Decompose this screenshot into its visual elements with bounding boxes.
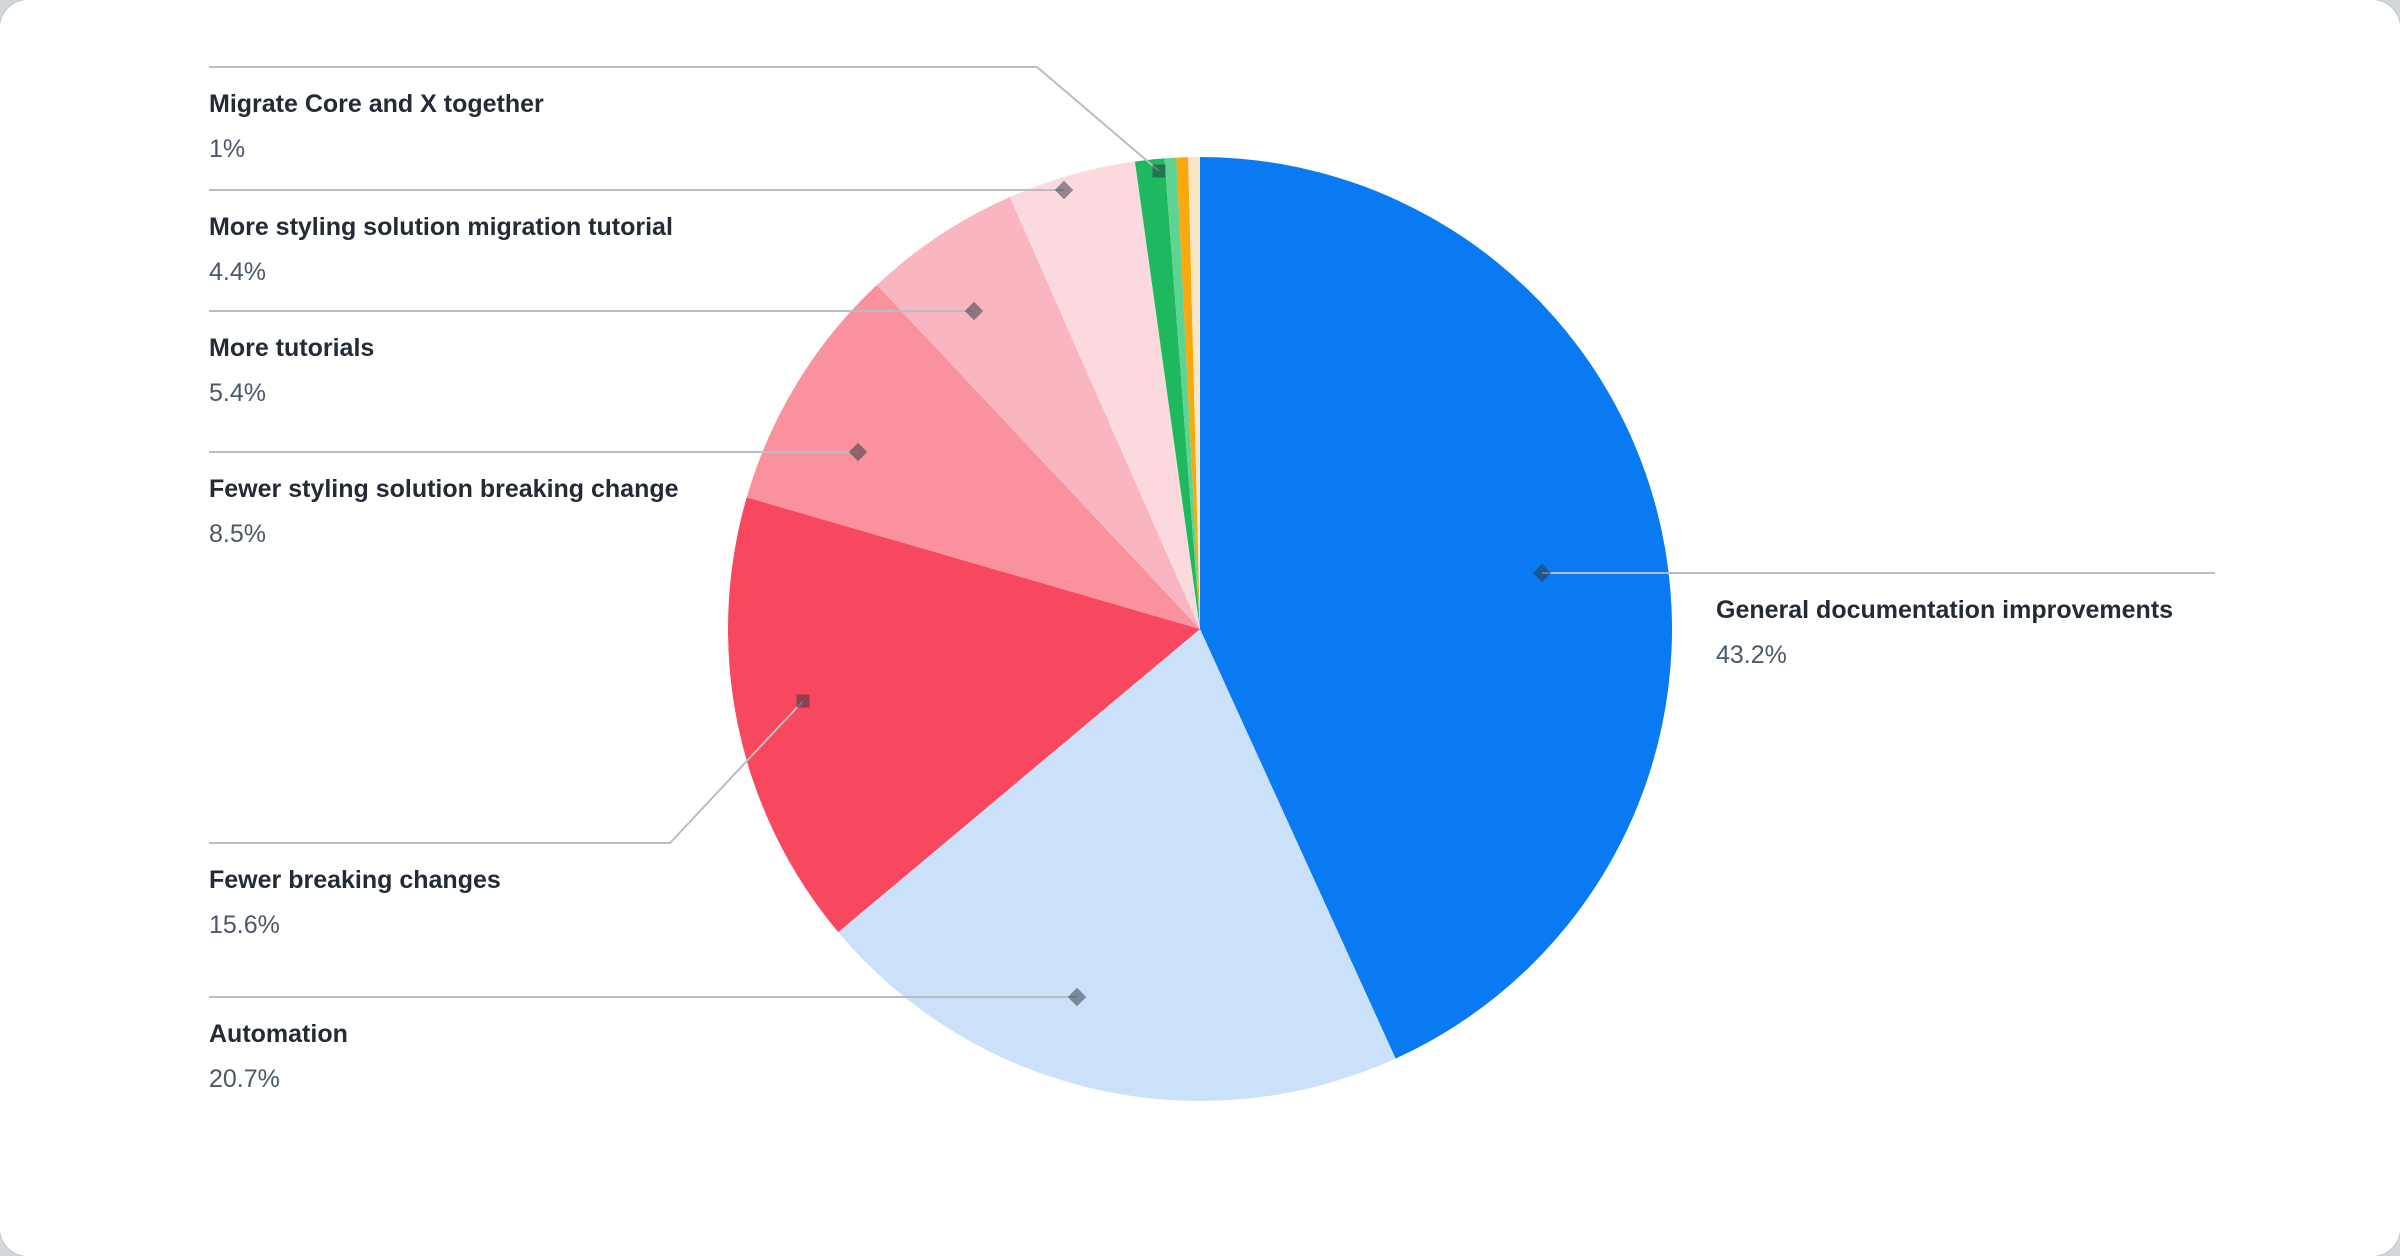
pie-slice-more-tutorials[interactable] <box>876 197 1200 629</box>
callout-markers-group <box>796 164 1552 1007</box>
pie-slices-group <box>728 157 1673 1101</box>
square-marker-icon-fewer-breaking-changes <box>796 694 810 708</box>
pie-slice-unlabeled-8[interactable] <box>1176 157 1200 629</box>
callout-label-automation: Automation <box>209 1020 348 1048</box>
pie-slice-general-documentation-improvements[interactable] <box>1200 157 1673 1059</box>
callout-percent-more-styling-solution-migration-tutorial: 4.4% <box>209 258 266 286</box>
callout-label-more-tutorials: More tutorials <box>209 334 374 362</box>
pie-slice-more-styling-solution-migration-tutorial[interactable] <box>1009 161 1200 630</box>
callout-label-migrate-core-and-x-together: Migrate Core and X together <box>209 90 544 118</box>
callout-label-more-styling-solution-migration-tutorial: More styling solution migration tutorial <box>209 213 673 241</box>
diamond-marker-icon-fewer-styling-solution-breaking-change <box>848 442 868 462</box>
pie-slice-automation[interactable] <box>838 629 1396 1101</box>
pie-slice-fewer-breaking-changes[interactable] <box>728 497 1200 933</box>
pie-slice-fewer-styling-solution-breaking-change[interactable] <box>746 284 1200 629</box>
callout-percent-migrate-core-and-x-together: 1% <box>209 135 245 163</box>
callout-label-fewer-breaking-changes: Fewer breaking changes <box>209 866 501 894</box>
callout-percent-fewer-breaking-changes: 15.6% <box>209 911 280 939</box>
leader-line-migrate-core-and-x-together <box>209 66 1160 172</box>
callout-label-general-documentation-improvements: General documentation improvements <box>1716 596 2173 624</box>
callout-label-fewer-styling-solution-breaking-change: Fewer styling solution breaking change <box>209 475 679 503</box>
square-marker-icon-migrate-core-and-x-together <box>1152 164 1166 178</box>
leader-line-fewer-breaking-changes <box>209 700 804 844</box>
pie-slice-unlabeled-7[interactable] <box>1164 157 1200 629</box>
pie-slice-unlabeled-9[interactable] <box>1188 157 1200 629</box>
callout-labels-group: Migrate Core and X together 1% More stylin… <box>209 90 2173 1093</box>
diamond-marker-icon-general-documentation-improvements <box>1532 563 1552 583</box>
diamond-marker-icon-more-styling-solution-migration-tutorial <box>1054 180 1074 200</box>
leader-lines-group <box>209 66 2215 998</box>
callout-percent-fewer-styling-solution-breaking-change: 8.5% <box>209 520 266 548</box>
callout-percent-automation: 20.7% <box>209 1065 280 1093</box>
callout-percent-general-documentation-improvements: 43.2% <box>1716 641 1787 669</box>
diamond-marker-icon-automation <box>1067 987 1087 1007</box>
callout-percent-more-tutorials: 5.4% <box>209 379 266 407</box>
diamond-marker-icon-more-tutorials <box>964 301 984 321</box>
pie-slice-migrate-core-and-x-together[interactable] <box>1134 158 1200 629</box>
